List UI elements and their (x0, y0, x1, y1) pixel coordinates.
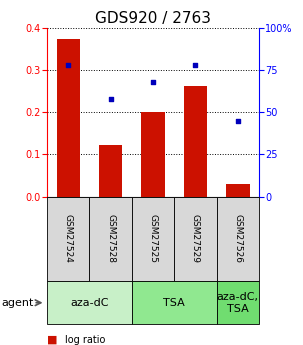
Bar (184, 86, 207, 197)
Text: aza-dC: aza-dC (70, 298, 109, 308)
Bar (99, 145, 122, 197)
Text: agent: agent (2, 298, 34, 308)
Text: GSM27526: GSM27526 (233, 214, 242, 264)
Text: TSA: TSA (163, 298, 185, 308)
Bar (141, 112, 165, 197)
Point (108, 96, 113, 101)
Text: GSM27528: GSM27528 (106, 214, 115, 264)
Point (66, 62, 71, 68)
Point (151, 79, 155, 85)
Text: GSM27529: GSM27529 (191, 214, 200, 264)
Text: GSM27525: GSM27525 (148, 214, 158, 264)
Text: log ratio: log ratio (65, 335, 105, 345)
Text: aza-dC,
TSA: aza-dC, TSA (217, 292, 259, 314)
Bar (56, 39, 80, 197)
Point (193, 62, 198, 68)
Bar (226, 184, 250, 197)
Point (235, 118, 240, 123)
Text: GSM27524: GSM27524 (64, 215, 73, 263)
Title: GDS920 / 2763: GDS920 / 2763 (95, 11, 211, 27)
Text: ■: ■ (47, 335, 58, 345)
